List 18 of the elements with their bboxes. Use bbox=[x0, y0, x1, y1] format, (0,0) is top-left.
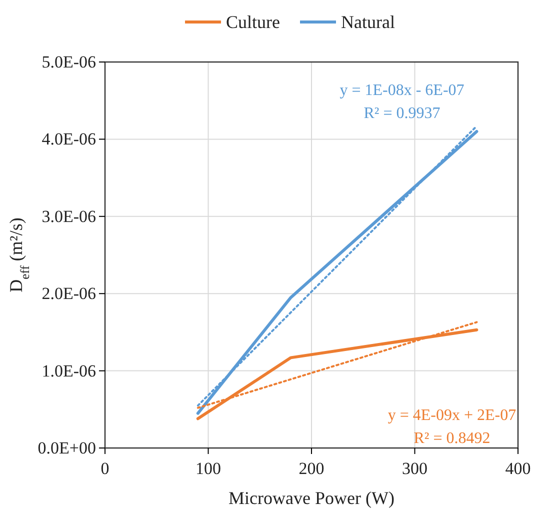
x-tick-label: 300 bbox=[402, 459, 428, 478]
x-tick-label: 400 bbox=[505, 459, 531, 478]
legend-label: Culture bbox=[226, 12, 280, 32]
y-tick-label: 4.0E-06 bbox=[42, 130, 96, 149]
annotation: y = 1E-08x - 6E-07 bbox=[340, 82, 464, 99]
annotation: R² = 0.8492 bbox=[414, 430, 490, 447]
y-tick-label: 5.0E-06 bbox=[42, 52, 96, 72]
annotation: y = 4E-09x + 2E-07 bbox=[388, 407, 516, 424]
x-axis-title: Microwave Power (W) bbox=[228, 488, 394, 508]
annotation: R² = 0.9937 bbox=[364, 105, 440, 122]
legend-label: Natural bbox=[341, 12, 395, 32]
x-tick-label: 200 bbox=[298, 459, 324, 478]
y-tick-label: 1.0E-06 bbox=[42, 361, 96, 380]
x-tick-label: 0 bbox=[100, 459, 110, 478]
y-tick-label: 0.0E+00 bbox=[38, 438, 96, 458]
y-tick-label: 2.0E-06 bbox=[42, 284, 96, 304]
x-tick-label: 100 bbox=[196, 459, 221, 478]
y-tick-label: 3.0E-06 bbox=[42, 206, 96, 226]
